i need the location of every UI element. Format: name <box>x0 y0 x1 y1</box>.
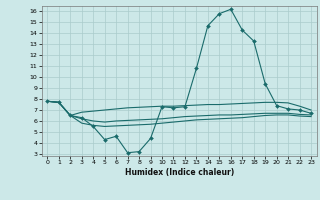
X-axis label: Humidex (Indice chaleur): Humidex (Indice chaleur) <box>124 168 234 177</box>
